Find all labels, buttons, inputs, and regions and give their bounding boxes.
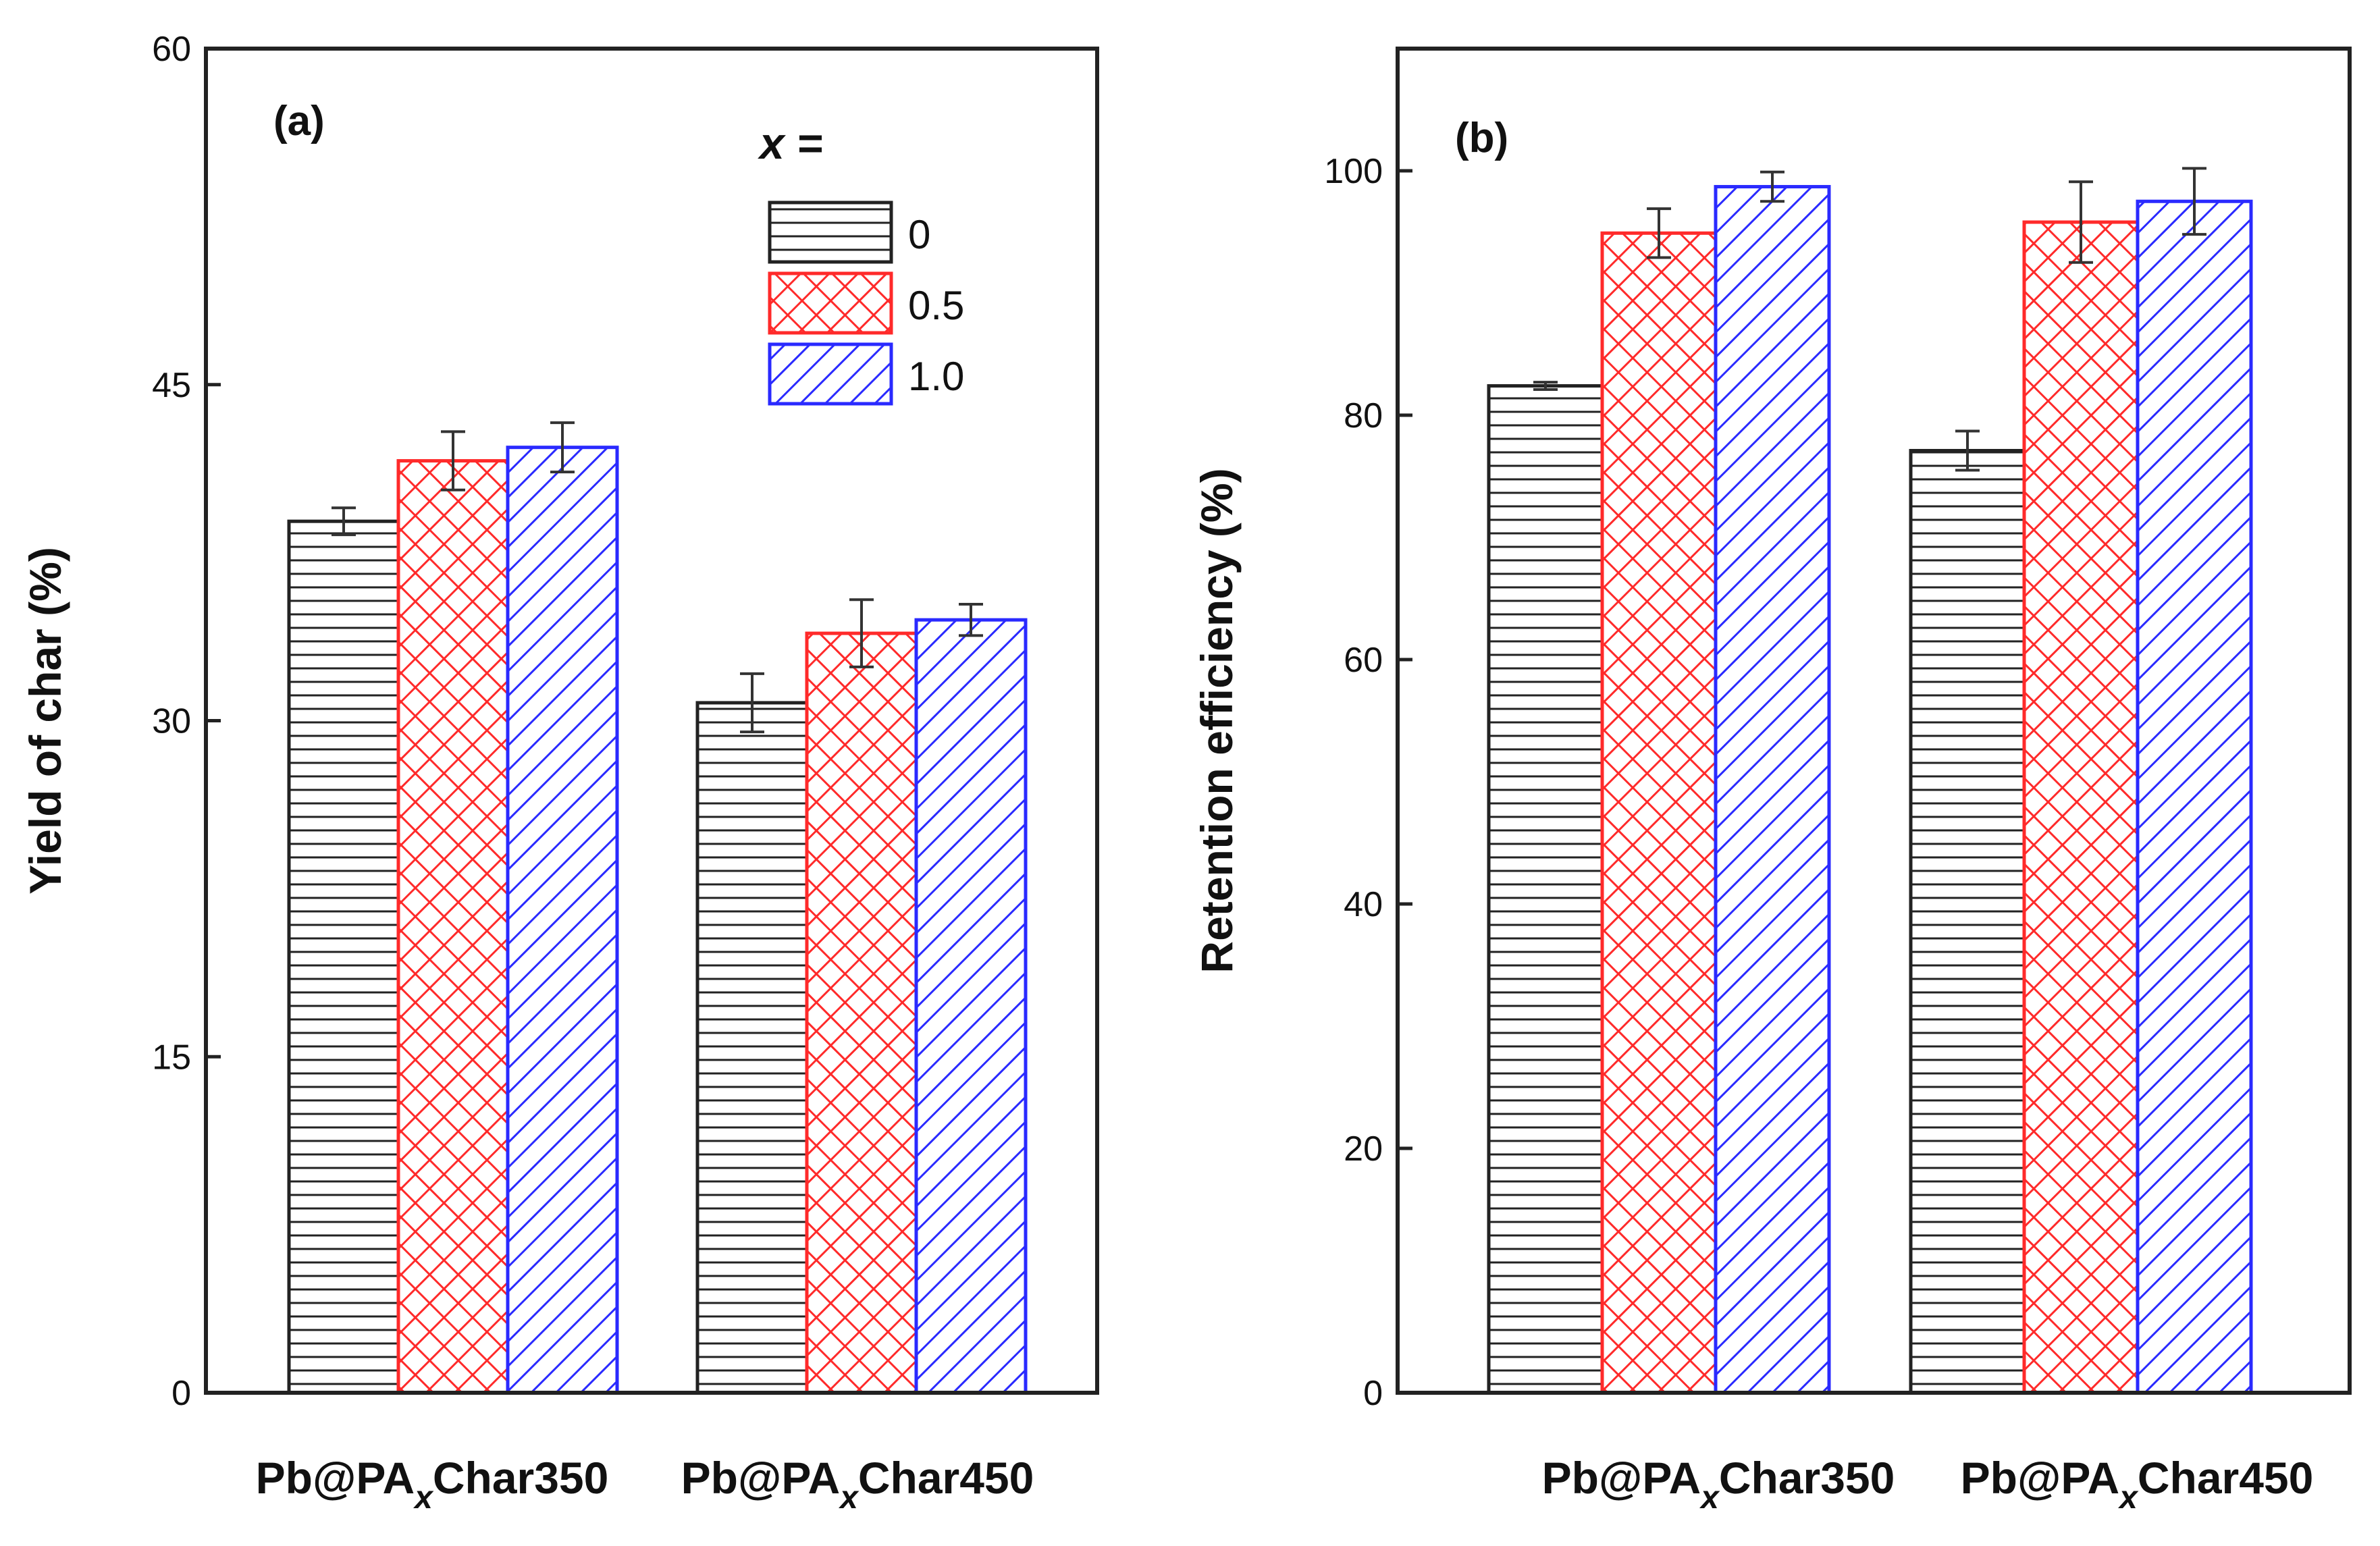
x-tick-label: Pb@PAxChar450 (1961, 1453, 2314, 1516)
panel-a: (a) x = 0 0.5 1.0 0 15 30 45 60 Pb@PAxChar350… (20, 30, 1099, 1516)
legend: x = 0 0.5 1.0 (758, 118, 964, 406)
bar (506, 446, 619, 1395)
y-tick-label: 0 (171, 1374, 191, 1413)
bar (1714, 185, 1831, 1395)
bar (695, 701, 809, 1395)
y-axis-title: Yield of char (%) (20, 547, 70, 895)
y-axis-title: Retention efficiency (%) (1192, 468, 1242, 973)
bar (805, 631, 918, 1395)
legend-title: x = (758, 118, 823, 168)
y-tick-label: 45 (152, 366, 191, 405)
y-tick-label: 15 (152, 1038, 191, 1077)
legend-label: 1.0 (908, 354, 964, 399)
y-tick-label: 0 (1363, 1374, 1383, 1413)
legend-swatch (768, 271, 893, 335)
y-tick-label: 20 (1344, 1129, 1383, 1169)
bar (2136, 199, 2253, 1395)
bar (396, 459, 510, 1395)
legend-entry-1: 0.5 (768, 271, 964, 335)
plot-frame (1396, 47, 2352, 1395)
bar (287, 519, 400, 1395)
x-tick-label: Pb@PAxChar450 (681, 1453, 1034, 1516)
legend-swatch (768, 342, 893, 406)
legend-entry-2: 1.0 (768, 342, 964, 406)
panel-b: (b) 0 20 40 60 80 100 Pb@PAxChar350 Pb@PAxChar4… (1192, 47, 2352, 1516)
legend-label: 0 (908, 212, 930, 257)
x-tick-label: Pb@PAxChar350 (256, 1453, 609, 1516)
legend-entry-0: 0 (768, 201, 930, 264)
bar (1487, 384, 1604, 1395)
bar (914, 618, 1028, 1395)
panel-label: (b) (1455, 115, 1508, 161)
bar (2022, 220, 2140, 1395)
y-tick-label: 100 (1324, 152, 1383, 191)
y-tick-label: 40 (1344, 885, 1383, 924)
legend-label: 0.5 (908, 283, 964, 328)
y-tick-label: 80 (1344, 396, 1383, 435)
y-tick-label: 30 (152, 702, 191, 741)
panel-label: (a) (273, 98, 325, 144)
bar (1600, 231, 1718, 1395)
x-tick-label: Pb@PAxChar350 (1542, 1453, 1895, 1516)
y-tick-label: 60 (152, 30, 191, 69)
legend-swatch (768, 201, 893, 264)
y-tick-label: 60 (1344, 641, 1383, 680)
bar (1909, 448, 2026, 1395)
